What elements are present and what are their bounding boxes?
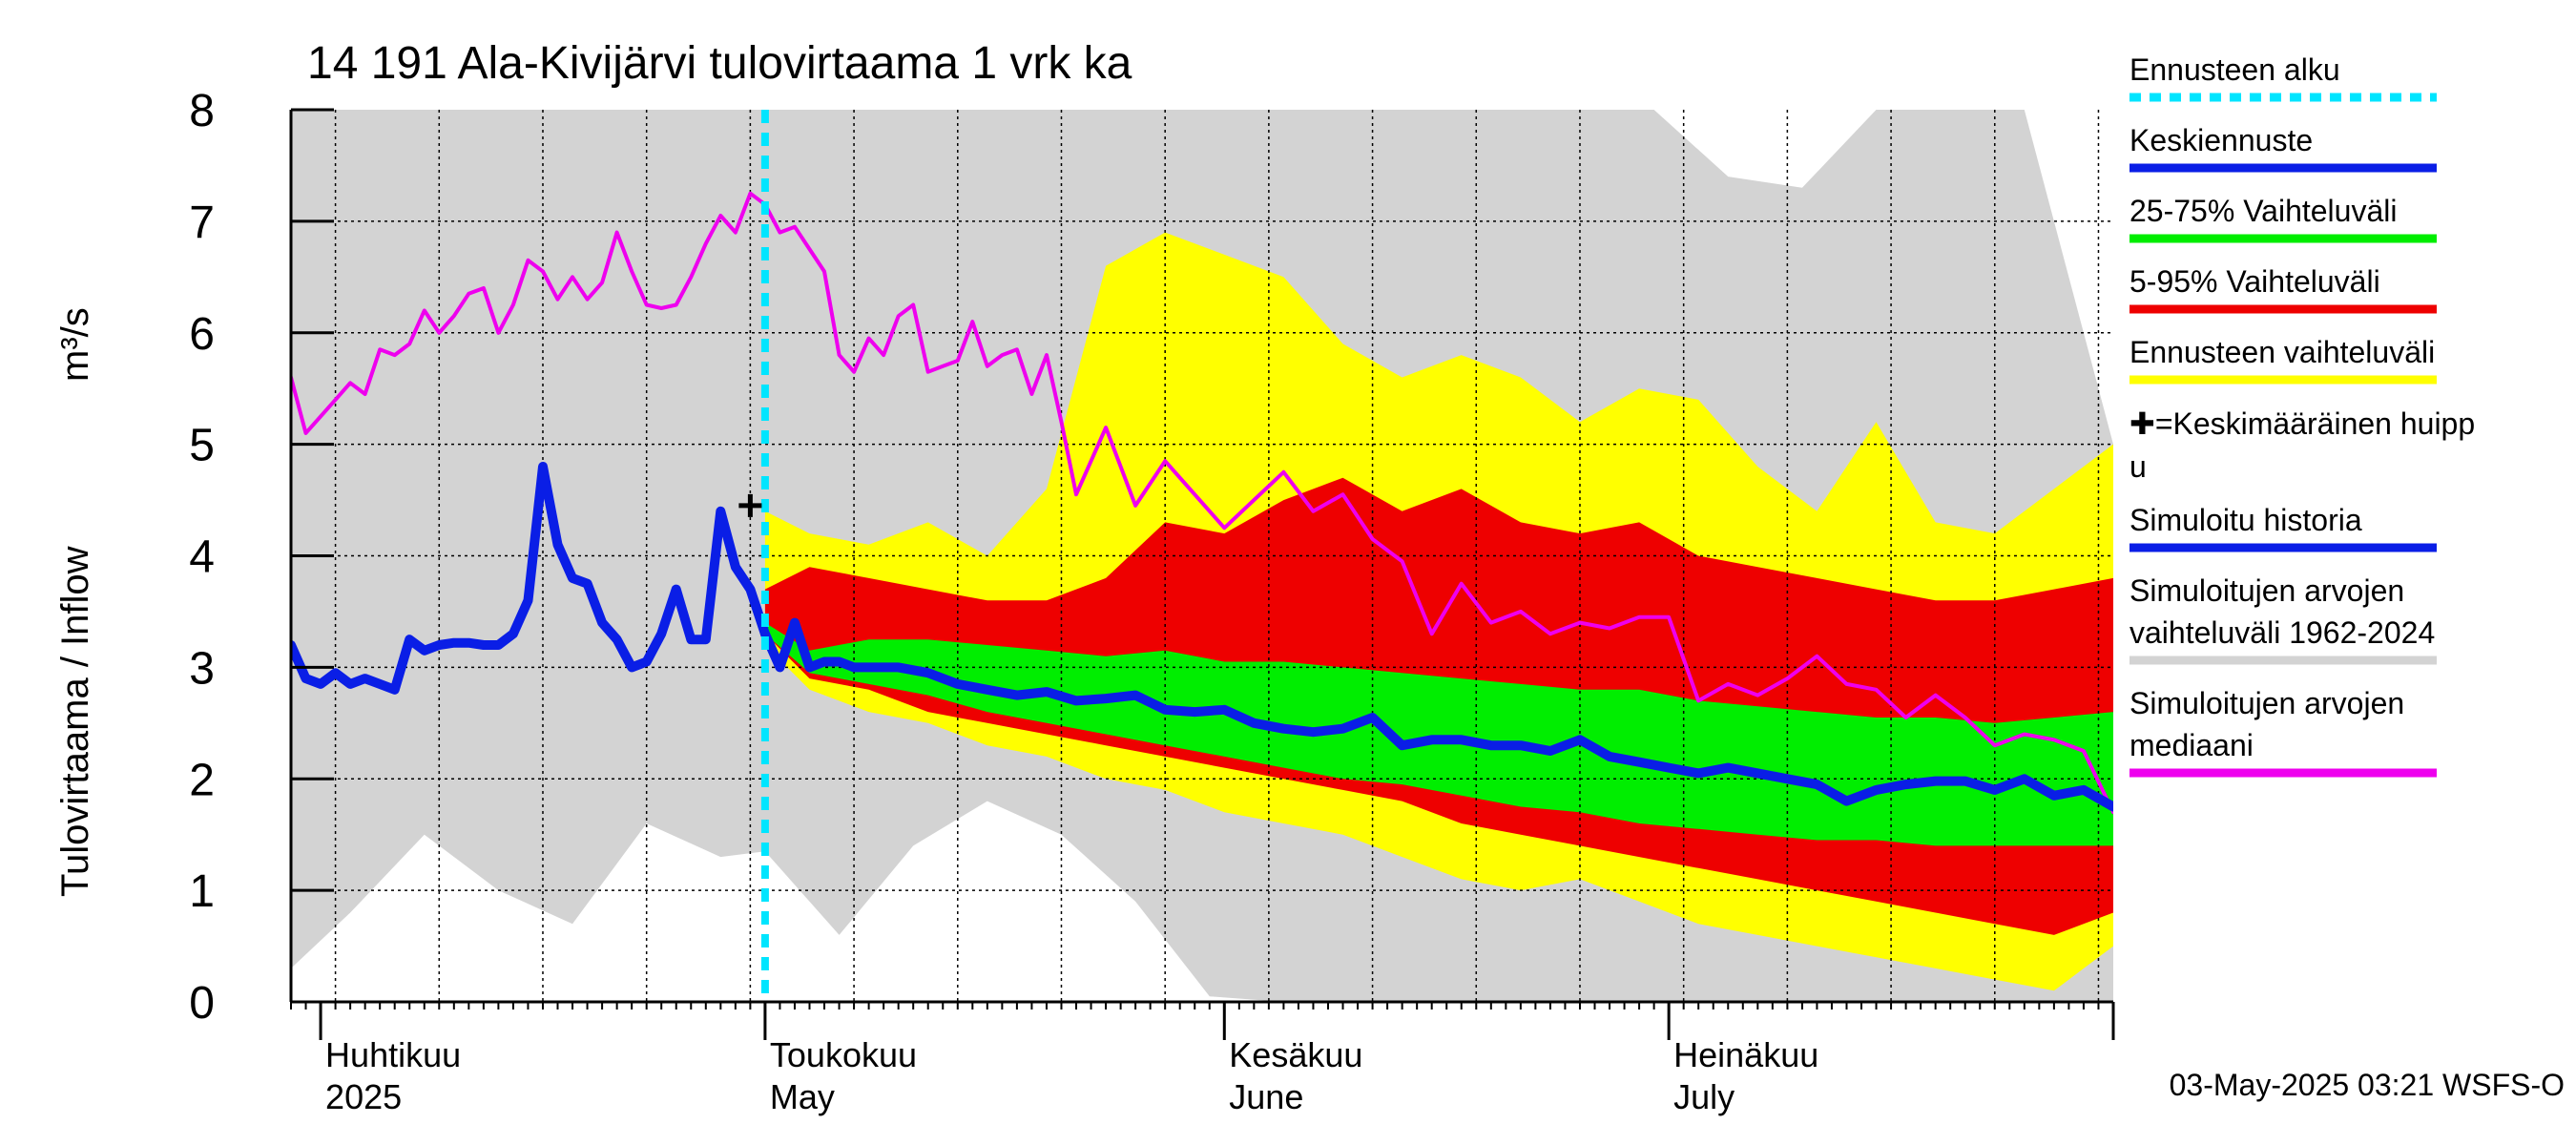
lines-layer xyxy=(291,110,2113,1002)
legend-item: 5-95% Vaihteluväli xyxy=(2129,264,2437,314)
y-tick-label: 1 xyxy=(189,866,215,917)
legend-label: Ennusteen alku xyxy=(2129,52,2340,87)
median-line xyxy=(291,191,2113,815)
x-month-label: Kesäkuu xyxy=(1229,1035,1362,1074)
chart-title: 14 191 Ala-Kivijärvi tulovirtaama 1 vrk … xyxy=(307,38,1132,89)
y-tick-label: 2 xyxy=(189,755,215,805)
legend-label: Ennusteen vaihteluväli xyxy=(2129,335,2435,369)
mean-peak-marker xyxy=(738,493,762,517)
y-axis-label: Tulovirtaama / Inflow xyxy=(54,546,96,897)
y-tick-label: 4 xyxy=(189,532,215,583)
legend-label-line2: mediaani xyxy=(2129,728,2254,762)
footer-timestamp: 03-May-2025 03:21 WSFS-O xyxy=(2170,1068,2565,1102)
legend-item: Ennusteen vaihteluväli xyxy=(2129,335,2437,385)
simulated-history-line xyxy=(291,462,770,695)
mean-forecast-line xyxy=(759,617,2113,812)
legend-label: Simuloitu historia xyxy=(2129,503,2362,537)
legend-label: Keskiennuste xyxy=(2129,123,2313,157)
legend-item: Keskiennuste xyxy=(2129,123,2437,173)
x-month-label: Heinäkuu xyxy=(1673,1035,1818,1074)
legend-item: 25-75% Vaihteluväli xyxy=(2129,194,2437,243)
y-tick-label: 6 xyxy=(189,309,215,360)
legend-item: Ennusteen alku xyxy=(2129,52,2437,102)
legend-item: Simuloitujen arvojen mediaani xyxy=(2129,686,2437,778)
y-tick-label: 3 xyxy=(189,643,215,694)
x-month-sublabel: June xyxy=(1229,1077,1303,1116)
legend-label-line2: vaihteluväli 1962-2024 xyxy=(2129,615,2435,650)
legend: Ennusteen alku Keskiennuste 25-75% Vaihtel… xyxy=(2129,52,2475,778)
legend-item: ✚=Keskimääräinen huipp u xyxy=(2129,406,2475,484)
x-month-label: Toukokuu xyxy=(770,1035,917,1074)
y-tick-label: 0 xyxy=(189,978,215,1029)
p25-75-band xyxy=(764,622,2113,846)
legend-item: Simuloitu historia xyxy=(2129,503,2437,552)
x-month-sublabel: July xyxy=(1673,1077,1735,1116)
legend-label: 25-75% Vaihteluväli xyxy=(2129,194,2397,228)
y-tick-label: 5 xyxy=(189,421,215,471)
legend-item: Simuloitujen arvojen vaihteluväli 1962-20… xyxy=(2129,573,2437,665)
y-axis-unit: m³/s xyxy=(54,307,96,382)
y-tick-label: 7 xyxy=(189,198,215,248)
x-month-sublabel: 2025 xyxy=(325,1077,402,1116)
legend-label: Simuloitujen arvojen xyxy=(2129,573,2404,608)
x-month-sublabel: May xyxy=(770,1077,835,1116)
legend-label: Simuloitujen arvojen xyxy=(2129,686,2404,720)
x-month-label: Huhtikuu xyxy=(325,1035,461,1074)
axes-layer: 012345678Huhtikuu2025ToukokuuMayKesäkuuJ… xyxy=(189,86,2115,1116)
legend-label: 5-95% Vaihteluväli xyxy=(2129,264,2380,299)
legend-label-line2: u xyxy=(2129,449,2147,484)
y-tick-label: 8 xyxy=(189,86,215,136)
legend-label: ✚=Keskimääräinen huipp xyxy=(2129,406,2475,441)
grid-layer xyxy=(291,110,2113,1002)
